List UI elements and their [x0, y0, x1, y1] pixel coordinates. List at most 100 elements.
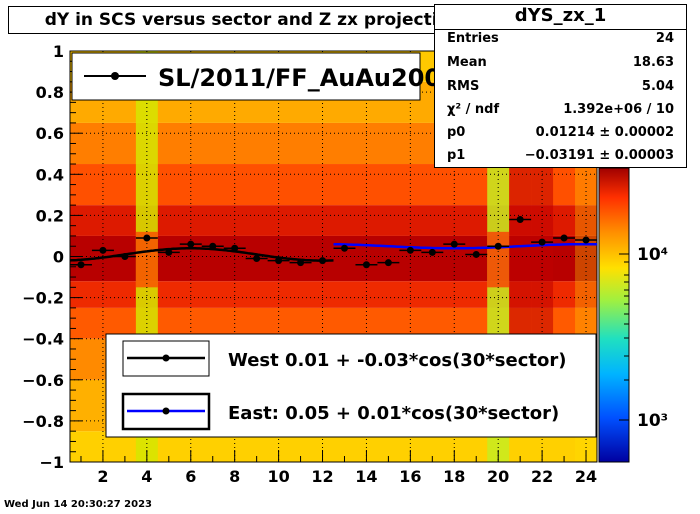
- color-scale-bar: 10³ 10⁴: [598, 167, 668, 463]
- data-point-marker: [297, 259, 305, 267]
- data-point: [223, 244, 246, 252]
- chart-title-box: dY in SCS versus sector and Z zx project…: [8, 6, 498, 34]
- data-point: [553, 234, 576, 242]
- data-point: [399, 246, 422, 254]
- data-point: [311, 257, 334, 265]
- color-scale-gradient: [598, 167, 630, 463]
- data-point: [245, 255, 268, 263]
- y-tick-label: −0.6: [22, 371, 64, 390]
- y-tick-label: 0.4: [36, 165, 64, 184]
- timestamp: Wed Jun 14 20:30:27 2023: [4, 499, 152, 510]
- data-point-marker: [253, 255, 261, 263]
- data-point: [531, 238, 554, 246]
- data-point-marker: [384, 259, 392, 267]
- data-point-marker: [340, 244, 348, 252]
- y-tick-label: −0.4: [22, 330, 64, 349]
- data-point-marker: [450, 240, 458, 248]
- data-point-marker: [275, 257, 283, 265]
- data-point: [443, 240, 466, 248]
- color-scale-tick-label: 10⁴: [637, 245, 668, 265]
- stats-row-chi2: χ² / ndf 1.392e+06 / 10: [447, 102, 674, 117]
- stats-box: dYS_zx_1 Entries 24 Mean 18.63 RMS 5.04 χ² …: [434, 4, 687, 168]
- x-tick-label: 8: [229, 467, 240, 486]
- fit-curves: [69, 242, 597, 262]
- data-point: [465, 250, 488, 258]
- data-point-marker: [362, 261, 370, 269]
- x-tick-label: 2: [97, 467, 108, 486]
- data-point: [575, 236, 597, 244]
- y-tick-label: −0.2: [22, 289, 64, 308]
- data-point-marker: [516, 216, 524, 224]
- data-point-marker: [143, 234, 151, 242]
- data-point-marker: [319, 257, 327, 265]
- color-scale-tick-label: 10³: [637, 411, 668, 431]
- legend-bottom: West 0.01 + -0.03*cos(30*sector) East: 0…: [105, 333, 597, 438]
- chart-title: dY in SCS versus sector and Z zx project…: [44, 10, 462, 30]
- data-point-marker: [209, 242, 217, 250]
- data-point: [157, 248, 180, 256]
- stats-row-entries: Entries 24: [447, 31, 674, 46]
- data-point-marker: [406, 246, 414, 254]
- fit-curve-east: [333, 242, 597, 250]
- data-point: [487, 242, 510, 250]
- x-tick-label: 16: [399, 467, 421, 486]
- data-points: [70, 216, 597, 269]
- data-point: [91, 246, 114, 254]
- x-tick-label: 14: [355, 467, 377, 486]
- data-point-marker: [428, 248, 436, 256]
- data-point: [113, 253, 136, 260]
- data-point: [201, 242, 224, 250]
- x-tick-label: 4: [141, 467, 152, 486]
- data-point: [355, 261, 378, 269]
- y-tick-label: −1: [39, 453, 64, 472]
- data-point-marker: [472, 250, 480, 258]
- x-tick-label: 24: [575, 467, 597, 486]
- stats-row-p1: p1 −0.03191 ± 0.00003: [447, 148, 674, 163]
- fit-curve-west: [69, 247, 334, 262]
- x-tick-label: 10: [267, 467, 289, 486]
- data-point: [135, 234, 158, 242]
- data-point-marker: [494, 242, 502, 250]
- x-tick-label: 18: [443, 467, 465, 486]
- data-point-marker: [99, 246, 107, 254]
- data-point: [421, 248, 444, 256]
- x-tick-label: 6: [185, 467, 196, 486]
- legend-top: SL/2011/FF_AuAu200: [71, 52, 441, 101]
- legend-top-marker: [111, 72, 119, 80]
- y-tick-label: 0.2: [36, 206, 64, 225]
- stats-row-mean: Mean 18.63: [447, 55, 674, 70]
- x-tick-label: 22: [531, 467, 553, 486]
- data-point: [179, 240, 202, 248]
- data-point-marker: [121, 253, 129, 260]
- data-point-marker: [165, 248, 173, 256]
- x-tick-label: 20: [487, 467, 509, 486]
- data-point-marker: [582, 236, 590, 244]
- data-point: [267, 257, 290, 265]
- y-tick-label: −0.8: [22, 412, 64, 431]
- legend-top-label: SL/2011/FF_AuAu200: [158, 64, 441, 92]
- data-point-marker: [538, 238, 546, 246]
- legend-west-label: West 0.01 + -0.03*cos(30*sector): [228, 350, 566, 371]
- data-point: [289, 259, 312, 267]
- y-tick-label: 0.8: [36, 83, 64, 102]
- data-point-marker: [77, 261, 85, 269]
- data-point-marker: [187, 240, 195, 248]
- y-tick-label: 0.6: [36, 124, 64, 143]
- x-tick-label: 12: [311, 467, 333, 486]
- legend-east-label: East: 0.05 + 0.01*cos(30*sector): [228, 403, 559, 424]
- y-tick-label: 1: [53, 42, 64, 61]
- data-point: [377, 259, 400, 267]
- data-point-marker: [231, 244, 239, 252]
- legend-west-marker: [162, 354, 170, 362]
- data-point: [70, 261, 92, 269]
- y-tick-label: 0: [53, 248, 64, 267]
- data-point-marker: [560, 234, 568, 242]
- axes: 2 4 6 8 10 12 14 16 18 20 22 24−1−0.8−0.6−0.4−0.200…: [22, 42, 597, 486]
- heatmap-column: [509, 133, 532, 380]
- legend-east-marker: [162, 407, 170, 415]
- data-point: [509, 216, 532, 224]
- stats-row-rms: RMS 5.04: [447, 79, 674, 94]
- stats-row-p0: p0 0.01214 ± 0.00002: [447, 125, 674, 140]
- stats-histogram-name: dYS_zx_1: [435, 5, 686, 30]
